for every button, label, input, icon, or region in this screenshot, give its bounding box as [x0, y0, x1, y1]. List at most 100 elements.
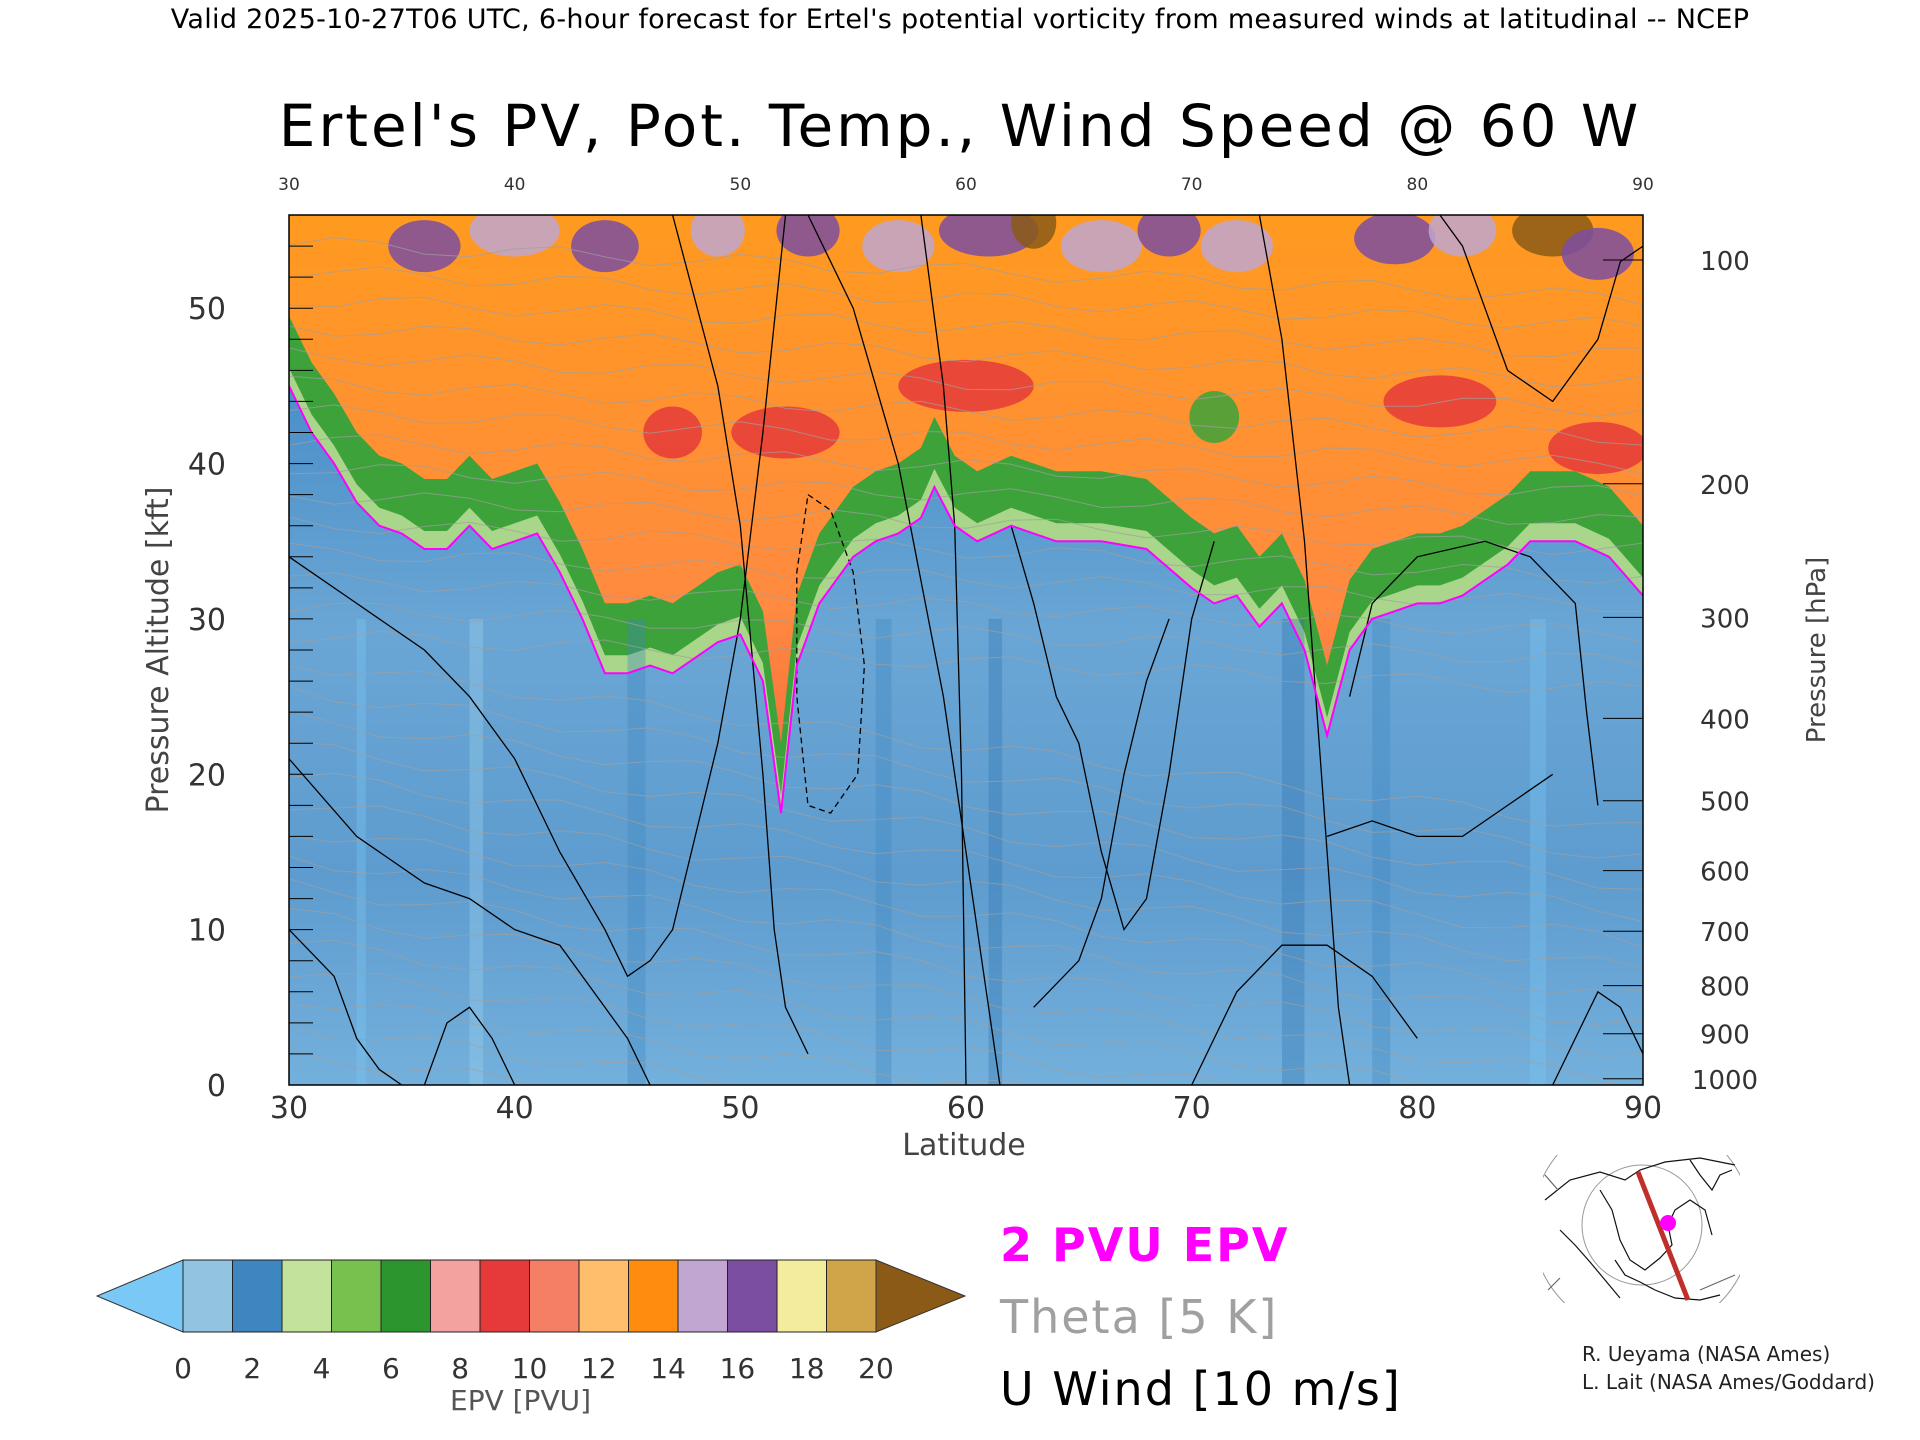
legend-theta: Theta [5 K]	[1000, 1290, 1279, 1344]
pressure-tick-label: 600	[1700, 858, 1750, 888]
y-tick-label: 20	[188, 758, 226, 793]
x-tick-label-bottom: 30	[270, 1091, 308, 1126]
x-axis-label: Latitude	[902, 1128, 1025, 1163]
pv-streak	[1372, 618, 1391, 1085]
pv-blob	[1060, 220, 1143, 273]
theta-contour	[289, 907, 1624, 1085]
wind-contour-negative	[796, 494, 866, 814]
epv-colorbar	[95, 1259, 967, 1333]
theta-contour	[289, 685, 1643, 859]
pv-blob	[388, 220, 461, 273]
wind-contour	[1348, 540, 1599, 806]
legend-2pvu-epv: 2 PVU EPV	[1000, 1218, 1290, 1272]
pv-blob	[776, 215, 840, 257]
colorbar-swatch	[826, 1259, 877, 1333]
pv-blob	[1011, 215, 1057, 249]
pressure-tick-label: 400	[1700, 705, 1750, 735]
x-tick-label-bottom: 90	[1624, 1091, 1662, 1126]
colorbar-swatch	[430, 1259, 481, 1333]
theta-contour	[289, 542, 1643, 612]
colorbar-tick-label: 0	[174, 1352, 192, 1385]
map-coastline-west	[1559, 1229, 1621, 1299]
colorbar-swatch	[727, 1259, 778, 1333]
pv-blob	[571, 220, 639, 273]
x-tick-label-top: 50	[730, 175, 752, 195]
colorbar-swatch	[232, 1259, 283, 1333]
upper-pv-blobs	[388, 215, 1643, 475]
colorbar-tick-label: 10	[512, 1352, 548, 1385]
colorbar-swatch	[479, 1259, 530, 1333]
pv-streak	[1530, 618, 1546, 1085]
colorbar-swatch	[677, 1259, 728, 1333]
colorbar-swatch	[529, 1259, 580, 1333]
theta-contour	[289, 855, 1643, 1025]
colorbar-tick-label: 12	[581, 1352, 617, 1385]
colorbar-label: EPV [PVU]	[450, 1384, 592, 1417]
x-tick-label-bottom: 80	[1398, 1091, 1436, 1126]
y-tick-label: 10	[188, 914, 226, 949]
wind-contour	[1326, 773, 1554, 838]
y-axis-label: Pressure Altitude [kft]	[141, 487, 176, 814]
pressure-tick-label: 700	[1700, 918, 1750, 948]
theta-contour	[289, 572, 1643, 643]
colorbar-swatch	[182, 1259, 233, 1333]
wind-contour	[1033, 618, 1170, 1008]
x-tick-label-bottom: 60	[947, 1091, 985, 1126]
theta-contour	[289, 492, 1643, 556]
map-coastline-america	[1614, 1259, 1721, 1301]
wind-contour	[423, 1006, 516, 1085]
pv-blob	[1189, 390, 1240, 443]
theta-contour	[289, 741, 1643, 923]
theta-contour	[289, 1046, 533, 1085]
wind-contour	[807, 215, 1001, 1085]
y-tick-label: 0	[207, 1069, 226, 1104]
colorbar-swatch	[380, 1259, 431, 1333]
y-tick-label: 30	[188, 603, 226, 638]
credit-line-1: R. Ueyama (NASA Ames)	[1582, 1342, 1831, 1366]
pressure-tick-label: 1000	[1692, 1066, 1758, 1096]
colorbar-tick-label: 6	[382, 1352, 400, 1385]
map-coastline-north	[1544, 1157, 1736, 1201]
chart-title: Ertel's PV, Pot. Temp., Wind Speed @ 60 …	[278, 92, 1642, 160]
wind-contour	[1439, 215, 1643, 403]
tropospheric-pv-streaks	[356, 618, 1546, 1085]
y-tick-label: 50	[188, 292, 226, 327]
pv-streak	[988, 618, 1003, 1085]
theta-contour	[289, 1025, 727, 1085]
pressure-tick-label: 800	[1700, 973, 1750, 1003]
colorbar-swatch	[578, 1259, 629, 1333]
pv-streak	[356, 618, 366, 1085]
wind-contour	[671, 215, 809, 1055]
section-locator-map	[1543, 1155, 1740, 1303]
map-meridians	[1544, 1174, 1736, 1291]
pv-blob	[731, 406, 840, 459]
pv-blob	[898, 359, 1034, 412]
colorbar-tick-label: 14	[650, 1352, 686, 1385]
pv-blob	[1383, 375, 1497, 428]
pv-blob	[469, 215, 560, 257]
pv-blob	[1200, 220, 1273, 273]
x-tick-label-top: 90	[1632, 175, 1654, 195]
map-coastline-greenland	[1599, 1189, 1713, 1271]
x-tick-label-bottom: 40	[496, 1091, 534, 1126]
theta-contour	[289, 805, 1643, 969]
theta-contour	[289, 296, 1643, 358]
plot-area	[289, 215, 1643, 1085]
theta-contour	[289, 710, 1643, 890]
theta-contour	[289, 834, 1643, 994]
pressure-tick-label: 100	[1700, 247, 1750, 277]
colorbar-tick-label: 20	[858, 1352, 894, 1385]
pv-blob	[690, 215, 745, 257]
x-axis-bottom: 30 40 50 60 70 80 90	[270, 1091, 1662, 1126]
theta-contour	[289, 375, 1643, 446]
colorbar-tick-label: 4	[313, 1352, 331, 1385]
map-coastline-europe	[1689, 1159, 1733, 1192]
pv-blob	[643, 406, 702, 459]
wind-contour	[1191, 944, 1418, 1085]
colorbar-swatch	[628, 1259, 679, 1333]
pv-blob	[1548, 422, 1643, 475]
theta-contour	[289, 266, 1643, 329]
theta-contour	[289, 325, 1643, 388]
pv-streak	[875, 618, 892, 1085]
